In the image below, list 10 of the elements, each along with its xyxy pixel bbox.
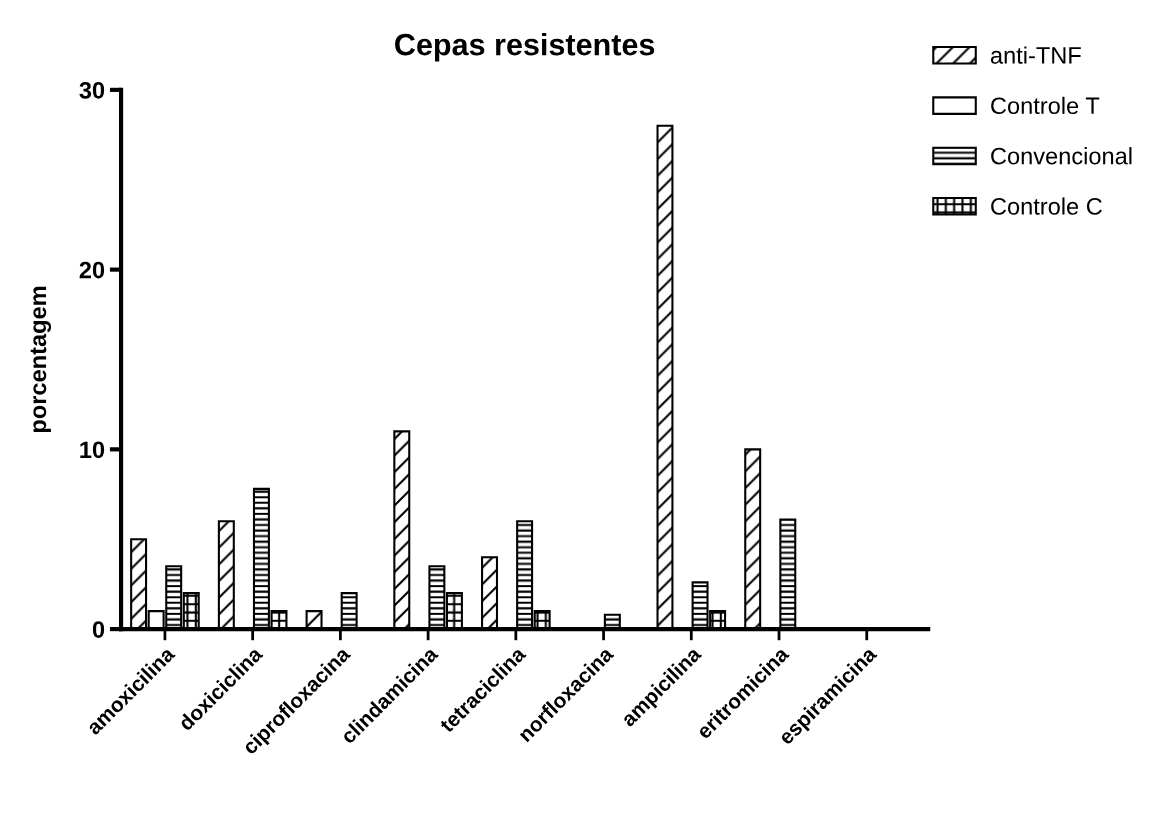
y-tick-label: 30 <box>79 81 105 99</box>
chart-title: Cepas resistentes <box>395 33 655 62</box>
legend-label: anti-TNF <box>990 46 1081 64</box>
y-tick-label: 10 <box>80 441 105 459</box>
y-tick-label: 0 <box>92 621 105 638</box>
y-tick-label: 20 <box>79 261 105 279</box>
y-axis-title: porcentagem <box>30 286 52 433</box>
legend-label: Controle C <box>991 197 1102 215</box>
legend-label: Convencional <box>991 147 1132 165</box>
legend-label: Controle T <box>991 96 1100 115</box>
